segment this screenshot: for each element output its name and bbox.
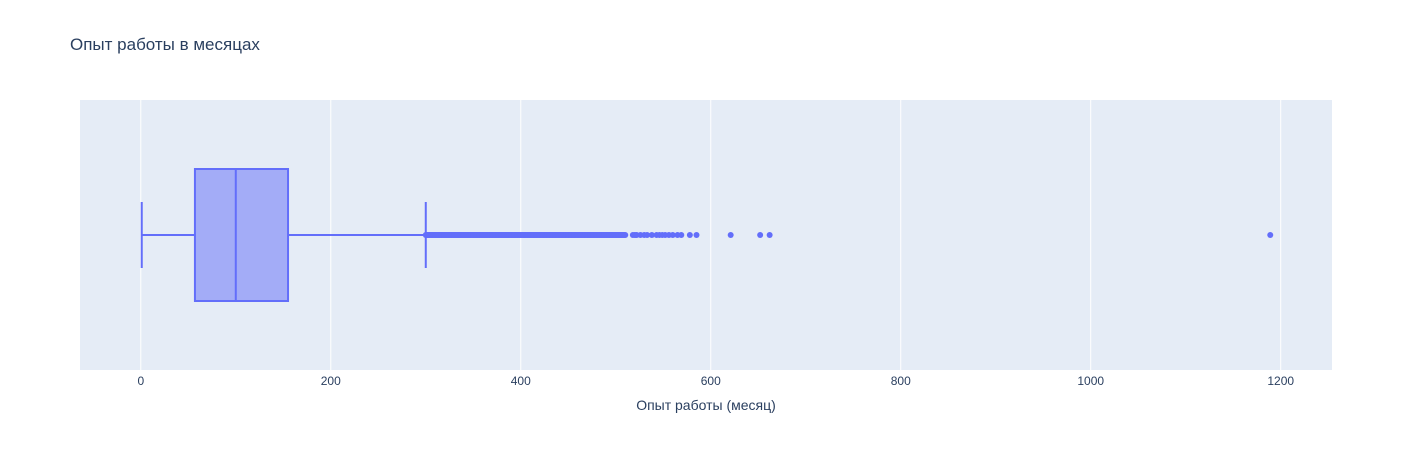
x-tick-label: 600 [701, 374, 721, 388]
x-tick-label: 200 [321, 374, 341, 388]
outlier-point [644, 232, 651, 238]
outlier-point [727, 232, 734, 238]
x-tick-label: 0 [137, 374, 144, 388]
outlier-point [693, 232, 700, 238]
outlier-point [678, 232, 685, 238]
x-tick-label: 800 [891, 374, 911, 388]
x-axis-ticks: 0 200 400 600 800 1000 1200 [137, 374, 1294, 388]
chart-title: Опыт работы в месяцах [70, 35, 260, 54]
outlier-points[interactable] [422, 232, 1274, 238]
box-trace[interactable] [140, 168, 427, 302]
outlier-point [686, 232, 693, 238]
outlier-point [766, 232, 773, 238]
outlier-point [1267, 232, 1274, 238]
x-tick-label: 1000 [1077, 374, 1104, 388]
outlier-point [757, 232, 764, 238]
outlier-point [669, 232, 676, 238]
x-axis-title: Опыт работы (месяц) [636, 397, 776, 413]
outlier-point [622, 232, 629, 238]
x-tick-label: 400 [511, 374, 531, 388]
x-tick-label: 1200 [1267, 374, 1294, 388]
box-iqr [193, 168, 290, 302]
outlier-point [648, 232, 655, 238]
